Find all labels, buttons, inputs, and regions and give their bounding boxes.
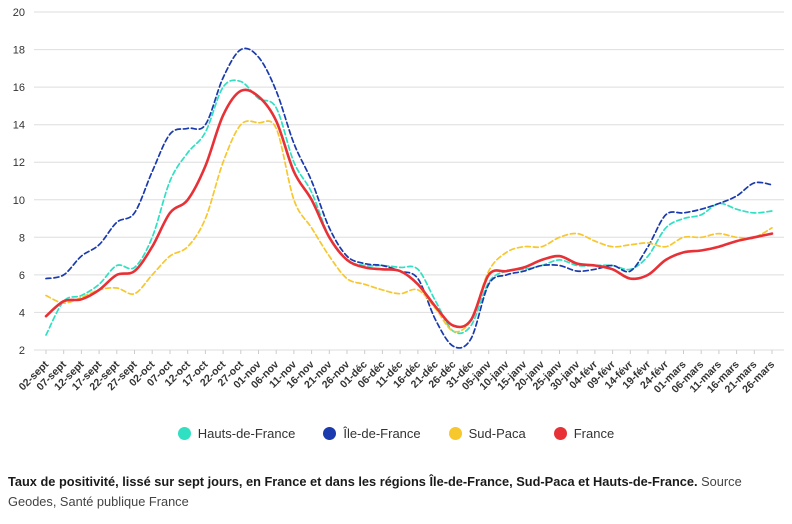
legend-label: Hauts-de-France bbox=[197, 425, 296, 441]
legend-dot bbox=[553, 426, 567, 440]
svg-text:20: 20 bbox=[13, 7, 25, 19]
legend-label: France bbox=[573, 425, 615, 441]
legend-dot bbox=[448, 426, 462, 440]
legend-item-france: France bbox=[553, 425, 615, 441]
legend-item-ile-de-france: Île-de-France bbox=[323, 425, 421, 441]
caption-source: Source Geodes, Santé publique France bbox=[8, 474, 742, 509]
legend: Hauts-de-France Île-de-France Sud-Paca F… bbox=[0, 424, 792, 442]
svg-text:8: 8 bbox=[19, 232, 25, 244]
legend-dot bbox=[177, 426, 191, 440]
caption: Taux de positivité, lissé sur sept jours… bbox=[8, 472, 780, 512]
svg-text:12: 12 bbox=[13, 157, 25, 169]
svg-text:6: 6 bbox=[19, 270, 25, 282]
legend-item-hauts-de-france: Hauts-de-France bbox=[177, 425, 296, 441]
caption-text: Taux de positivité, lissé sur sept jours… bbox=[8, 474, 698, 489]
svg-text:10: 10 bbox=[13, 195, 25, 207]
svg-text:16: 16 bbox=[13, 82, 25, 94]
svg-text:4: 4 bbox=[19, 307, 25, 319]
legend-label: Sud-Paca bbox=[468, 425, 526, 441]
svg-text:14: 14 bbox=[13, 120, 25, 132]
legend-item-sud-paca: Sud-Paca bbox=[448, 425, 526, 441]
legend-label: Île-de-France bbox=[343, 425, 421, 441]
chart-svg: 246810121416182002-sept07-sept12-sept17-… bbox=[13, 7, 784, 396]
legend-dot bbox=[323, 426, 337, 440]
svg-text:2: 2 bbox=[19, 345, 25, 357]
svg-text:18: 18 bbox=[13, 45, 25, 57]
